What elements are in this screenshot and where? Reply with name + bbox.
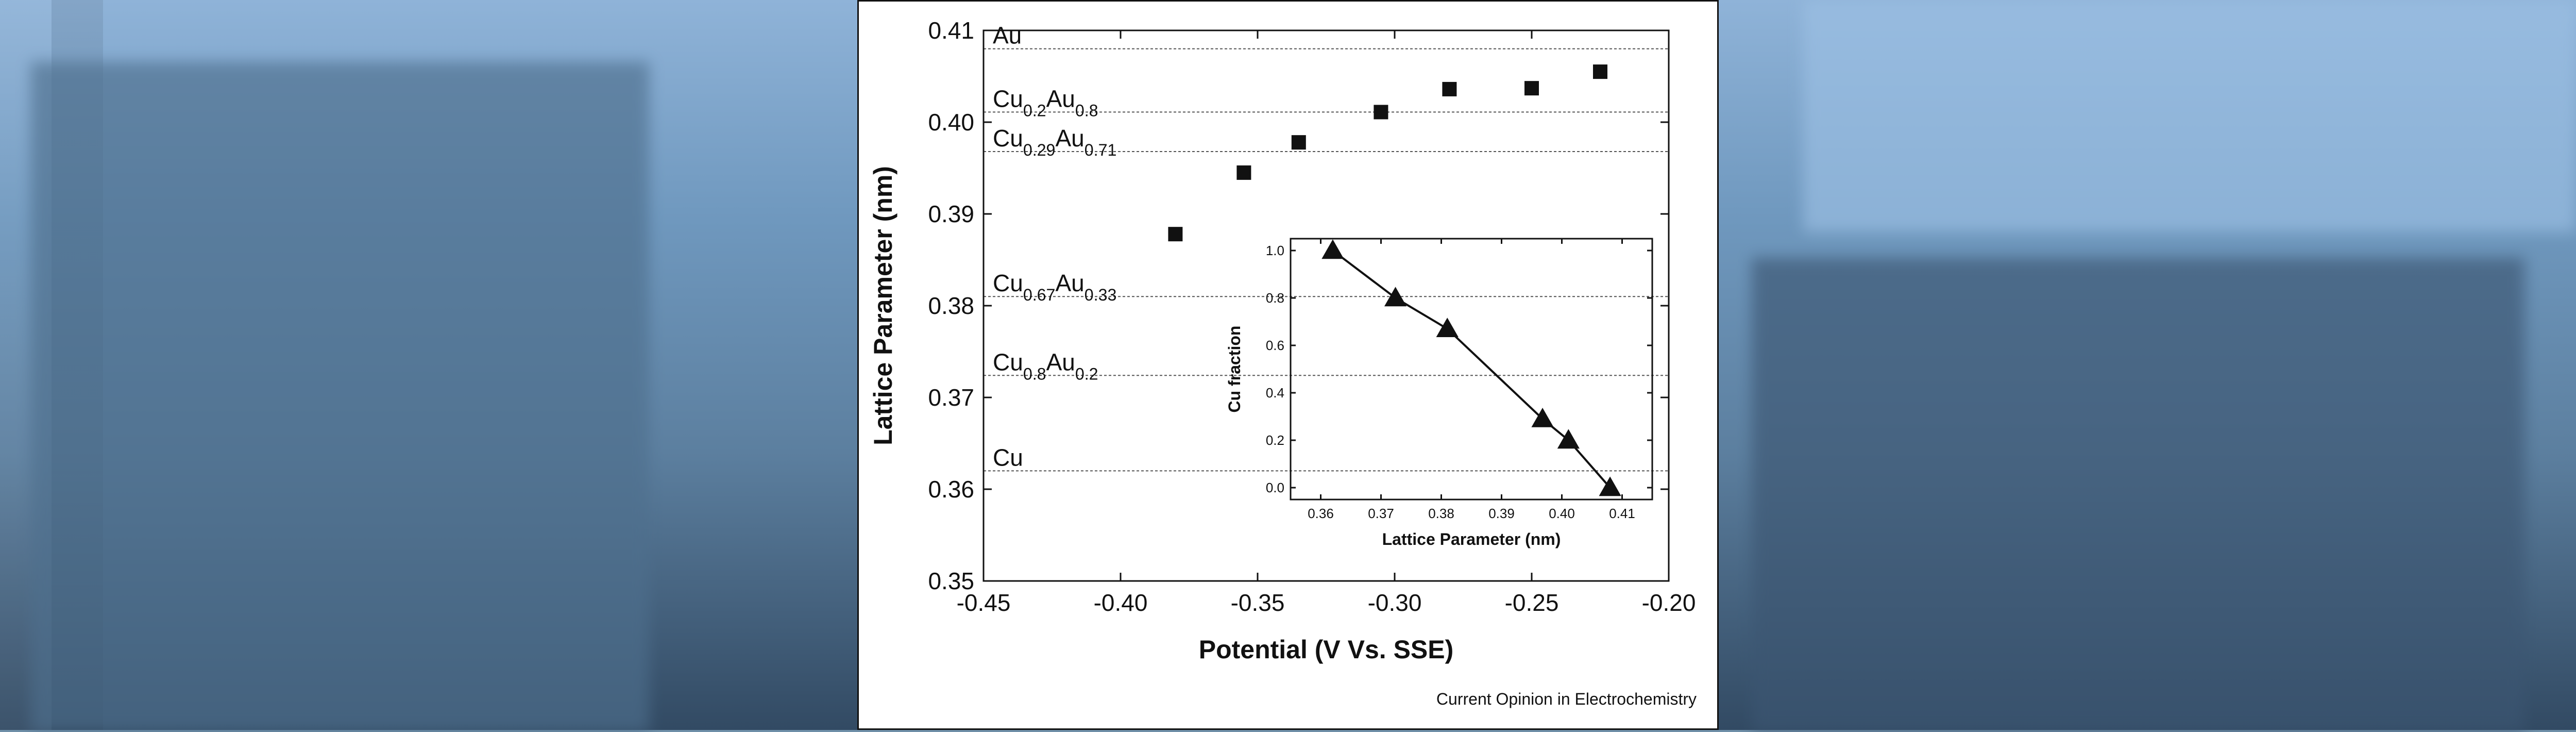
y-tick-label: 0.35 [928, 568, 974, 594]
data-point-square [1442, 81, 1457, 96]
label-element: Au [1055, 270, 1084, 296]
label-element: Cu [993, 270, 1023, 296]
y-tick-label: 0.39 [928, 201, 974, 227]
y-tick-label: 0.8 [1266, 290, 1284, 306]
label-subscript: 0.67 [1023, 286, 1056, 304]
label-subscript: 0.8 [1023, 364, 1046, 383]
label-subscript: 0.33 [1084, 286, 1117, 304]
x-tick-label: 0.37 [1368, 506, 1394, 521]
background-building-right [1752, 258, 2524, 732]
x-tick-label: -0.20 [1642, 589, 1696, 616]
y-tick-label: 0.40 [928, 109, 974, 136]
x-axis-label: Lattice Parameter (nm) [1382, 530, 1561, 548]
x-axis-label: Potential (V Vs. SSE) [1199, 635, 1454, 664]
data-point-triangle [1531, 408, 1554, 427]
data-point-triangle [1384, 287, 1407, 307]
main-chart: AuCu0.2Au0.8Cu0.29Au0.71Cu0.67Au0.33Cu0.… [869, 17, 1696, 664]
reference-line-label: Cu0.2Au0.8 [993, 85, 1098, 120]
lattice-parameter-chart: AuCu0.2Au0.8Cu0.29Au0.71Cu0.67Au0.33Cu0.… [869, 17, 1696, 664]
label-subscript: 0.2 [1075, 364, 1098, 383]
background-building-left [31, 62, 649, 732]
y-tick-label: 0.37 [928, 384, 974, 411]
x-tick-label: 0.39 [1488, 506, 1515, 521]
y-tick-label: 1.0 [1266, 243, 1284, 258]
x-tick-label: 0.41 [1609, 506, 1635, 521]
figure-caption: Current Opinion in Electrochemistry [1436, 690, 1697, 708]
reference-line-label: Cu0.8Au0.2 [993, 348, 1098, 383]
background-sky-right [1803, 0, 2576, 232]
label-element: Cu [993, 444, 1023, 471]
x-tick-label: 0.36 [1308, 506, 1334, 521]
label-element: Cu [993, 348, 1023, 375]
reference-line-label: Au [993, 22, 1022, 49]
inset-chart: 0.36 0.37 0.38 0.39 0.40 0.41 0.0 0.2 0.4 0.6 0.8 1… [1225, 238, 1653, 548]
x-tick-label: -0.40 [1094, 589, 1148, 616]
label-element: Au [1046, 348, 1075, 375]
data-point-square [1374, 105, 1388, 120]
data-point-square [1236, 165, 1251, 180]
x-tick-label: 0.38 [1428, 506, 1454, 521]
y-tick-label: 0.0 [1266, 480, 1284, 495]
data-point-square [1524, 81, 1539, 96]
x-tick-label: -0.30 [1368, 589, 1422, 616]
label-element: Au [1055, 125, 1084, 152]
figure-panel: Au Cu0.2Au0.8 Cu0.29Au0.71 Cu0.67Au0.33 Cu0.… [857, 0, 1719, 730]
y-tick-label: 0.6 [1266, 338, 1284, 353]
label-element: Au [993, 22, 1022, 49]
data-point-triangle [1599, 476, 1621, 496]
y-tick-label: 0.38 [928, 292, 974, 319]
data-point-square [1593, 64, 1607, 79]
series-line [1332, 249, 1611, 489]
label-element: Cu [993, 85, 1023, 112]
y-tick-label: 0.2 [1266, 432, 1284, 448]
reference-line-label: Cu0.67Au0.33 [993, 270, 1116, 304]
x-tick-label: -0.35 [1231, 589, 1285, 616]
y-axis-label: Cu fraction [1225, 326, 1244, 413]
y-tick-label: 0.4 [1266, 385, 1284, 401]
plot-frame [1290, 238, 1653, 501]
label-subscript: 0.29 [1023, 141, 1056, 159]
data-point-square [1291, 135, 1306, 150]
data-point-triangle [1557, 429, 1580, 449]
label-subscript: 0.8 [1075, 101, 1098, 120]
x-tick-label: -0.45 [957, 589, 1011, 616]
reference-line-label: Cu0.29Au0.71 [993, 125, 1116, 159]
x-tick-label: 0.40 [1549, 506, 1575, 521]
reference-line-label: Cu [993, 444, 1023, 471]
label-subscript: 0.2 [1023, 101, 1046, 120]
label-element: Cu [993, 125, 1023, 152]
y-tick-label: 0.36 [928, 476, 974, 503]
label-element: Au [1046, 85, 1075, 112]
data-point-square [1168, 227, 1183, 242]
y-tick-label: 0.41 [928, 17, 974, 44]
x-tick-label: -0.25 [1505, 589, 1559, 616]
data-point-triangle [1321, 239, 1344, 259]
data-point-triangle [1436, 318, 1459, 337]
label-subscript: 0.71 [1084, 141, 1117, 159]
y-axis-label: Lattice Parameter (nm) [869, 166, 897, 445]
